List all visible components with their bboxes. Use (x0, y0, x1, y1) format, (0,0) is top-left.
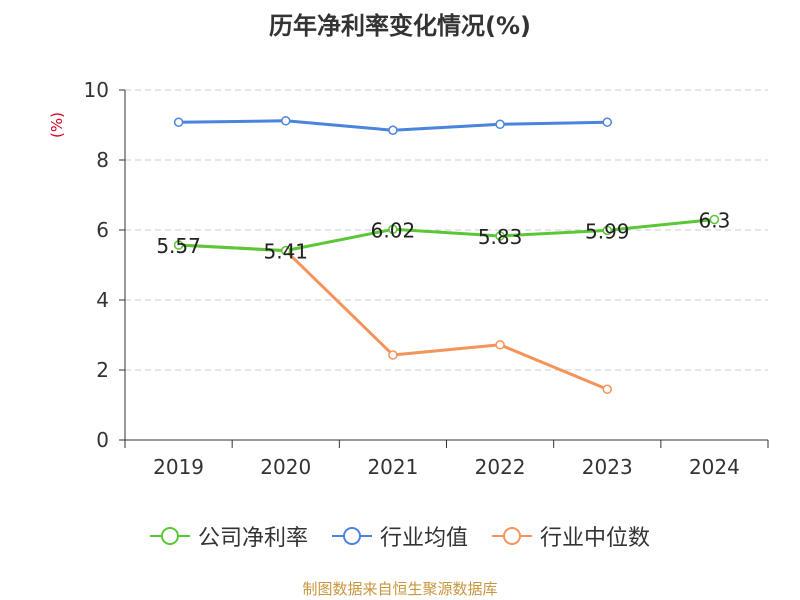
data-point (173, 117, 184, 127)
x-tick-label: 2023 (582, 455, 633, 479)
y-tick-label: 6 (96, 218, 109, 242)
data-point (173, 240, 184, 250)
series-line (178, 243, 608, 391)
y-tick-label: 0 (96, 428, 109, 452)
y-tick-label: 10 (84, 78, 109, 102)
data-point (602, 384, 612, 394)
x-tick-label: 2022 (475, 455, 526, 479)
legend-label: 行业均值 (379, 526, 468, 551)
legend-symbol-icon (331, 525, 372, 547)
data-label: 5.41 (263, 240, 308, 264)
data-point (602, 225, 612, 236)
y-tick-label: 4 (96, 288, 109, 312)
legend-symbol-icon (492, 525, 532, 547)
data-label: 5.83 (478, 225, 523, 249)
data-point (495, 119, 505, 130)
y-tick-label: 2 (96, 358, 109, 382)
x-tick-label: 2019 (153, 455, 204, 479)
data-point (281, 245, 291, 256)
data-point (388, 125, 398, 135)
data-label: 6.3 (699, 209, 731, 233)
data-point (281, 116, 291, 126)
data-label: 6.02 (371, 218, 416, 242)
x-tick-label: 2021 (367, 455, 418, 479)
data-point (495, 340, 505, 350)
x-tick-label: 2024 (689, 455, 740, 479)
data-point (388, 224, 398, 235)
legend-item-company[interactable]: 公司净利率 (149, 520, 308, 552)
legend-label: 行业中位数 (540, 526, 651, 551)
series-line (178, 218, 715, 253)
data-point (388, 350, 398, 360)
chart-title: 历年净利率变化情况(%) (269, 12, 531, 40)
data-point (602, 117, 612, 127)
legend-item-industry-median[interactable]: 行业中位数 (492, 520, 650, 552)
source-note: 制图数据来自恒生聚源数据库 (302, 580, 498, 598)
y-tick-label: 8 (96, 148, 109, 172)
x-tick-label: 2020 (260, 455, 311, 479)
legend: 公司净利率 行业均值 行业中位数 (0, 520, 800, 552)
data-point (709, 214, 720, 225)
y-axis-label: (%) (48, 112, 66, 138)
data-point (495, 231, 505, 241)
legend-symbol-icon (149, 525, 190, 547)
data-label: 5.99 (585, 219, 630, 243)
legend-label: 公司净利率 (197, 526, 308, 551)
data-label: 5.57 (156, 234, 201, 258)
legend-item-industry-avg[interactable]: 行业均值 (331, 520, 468, 552)
